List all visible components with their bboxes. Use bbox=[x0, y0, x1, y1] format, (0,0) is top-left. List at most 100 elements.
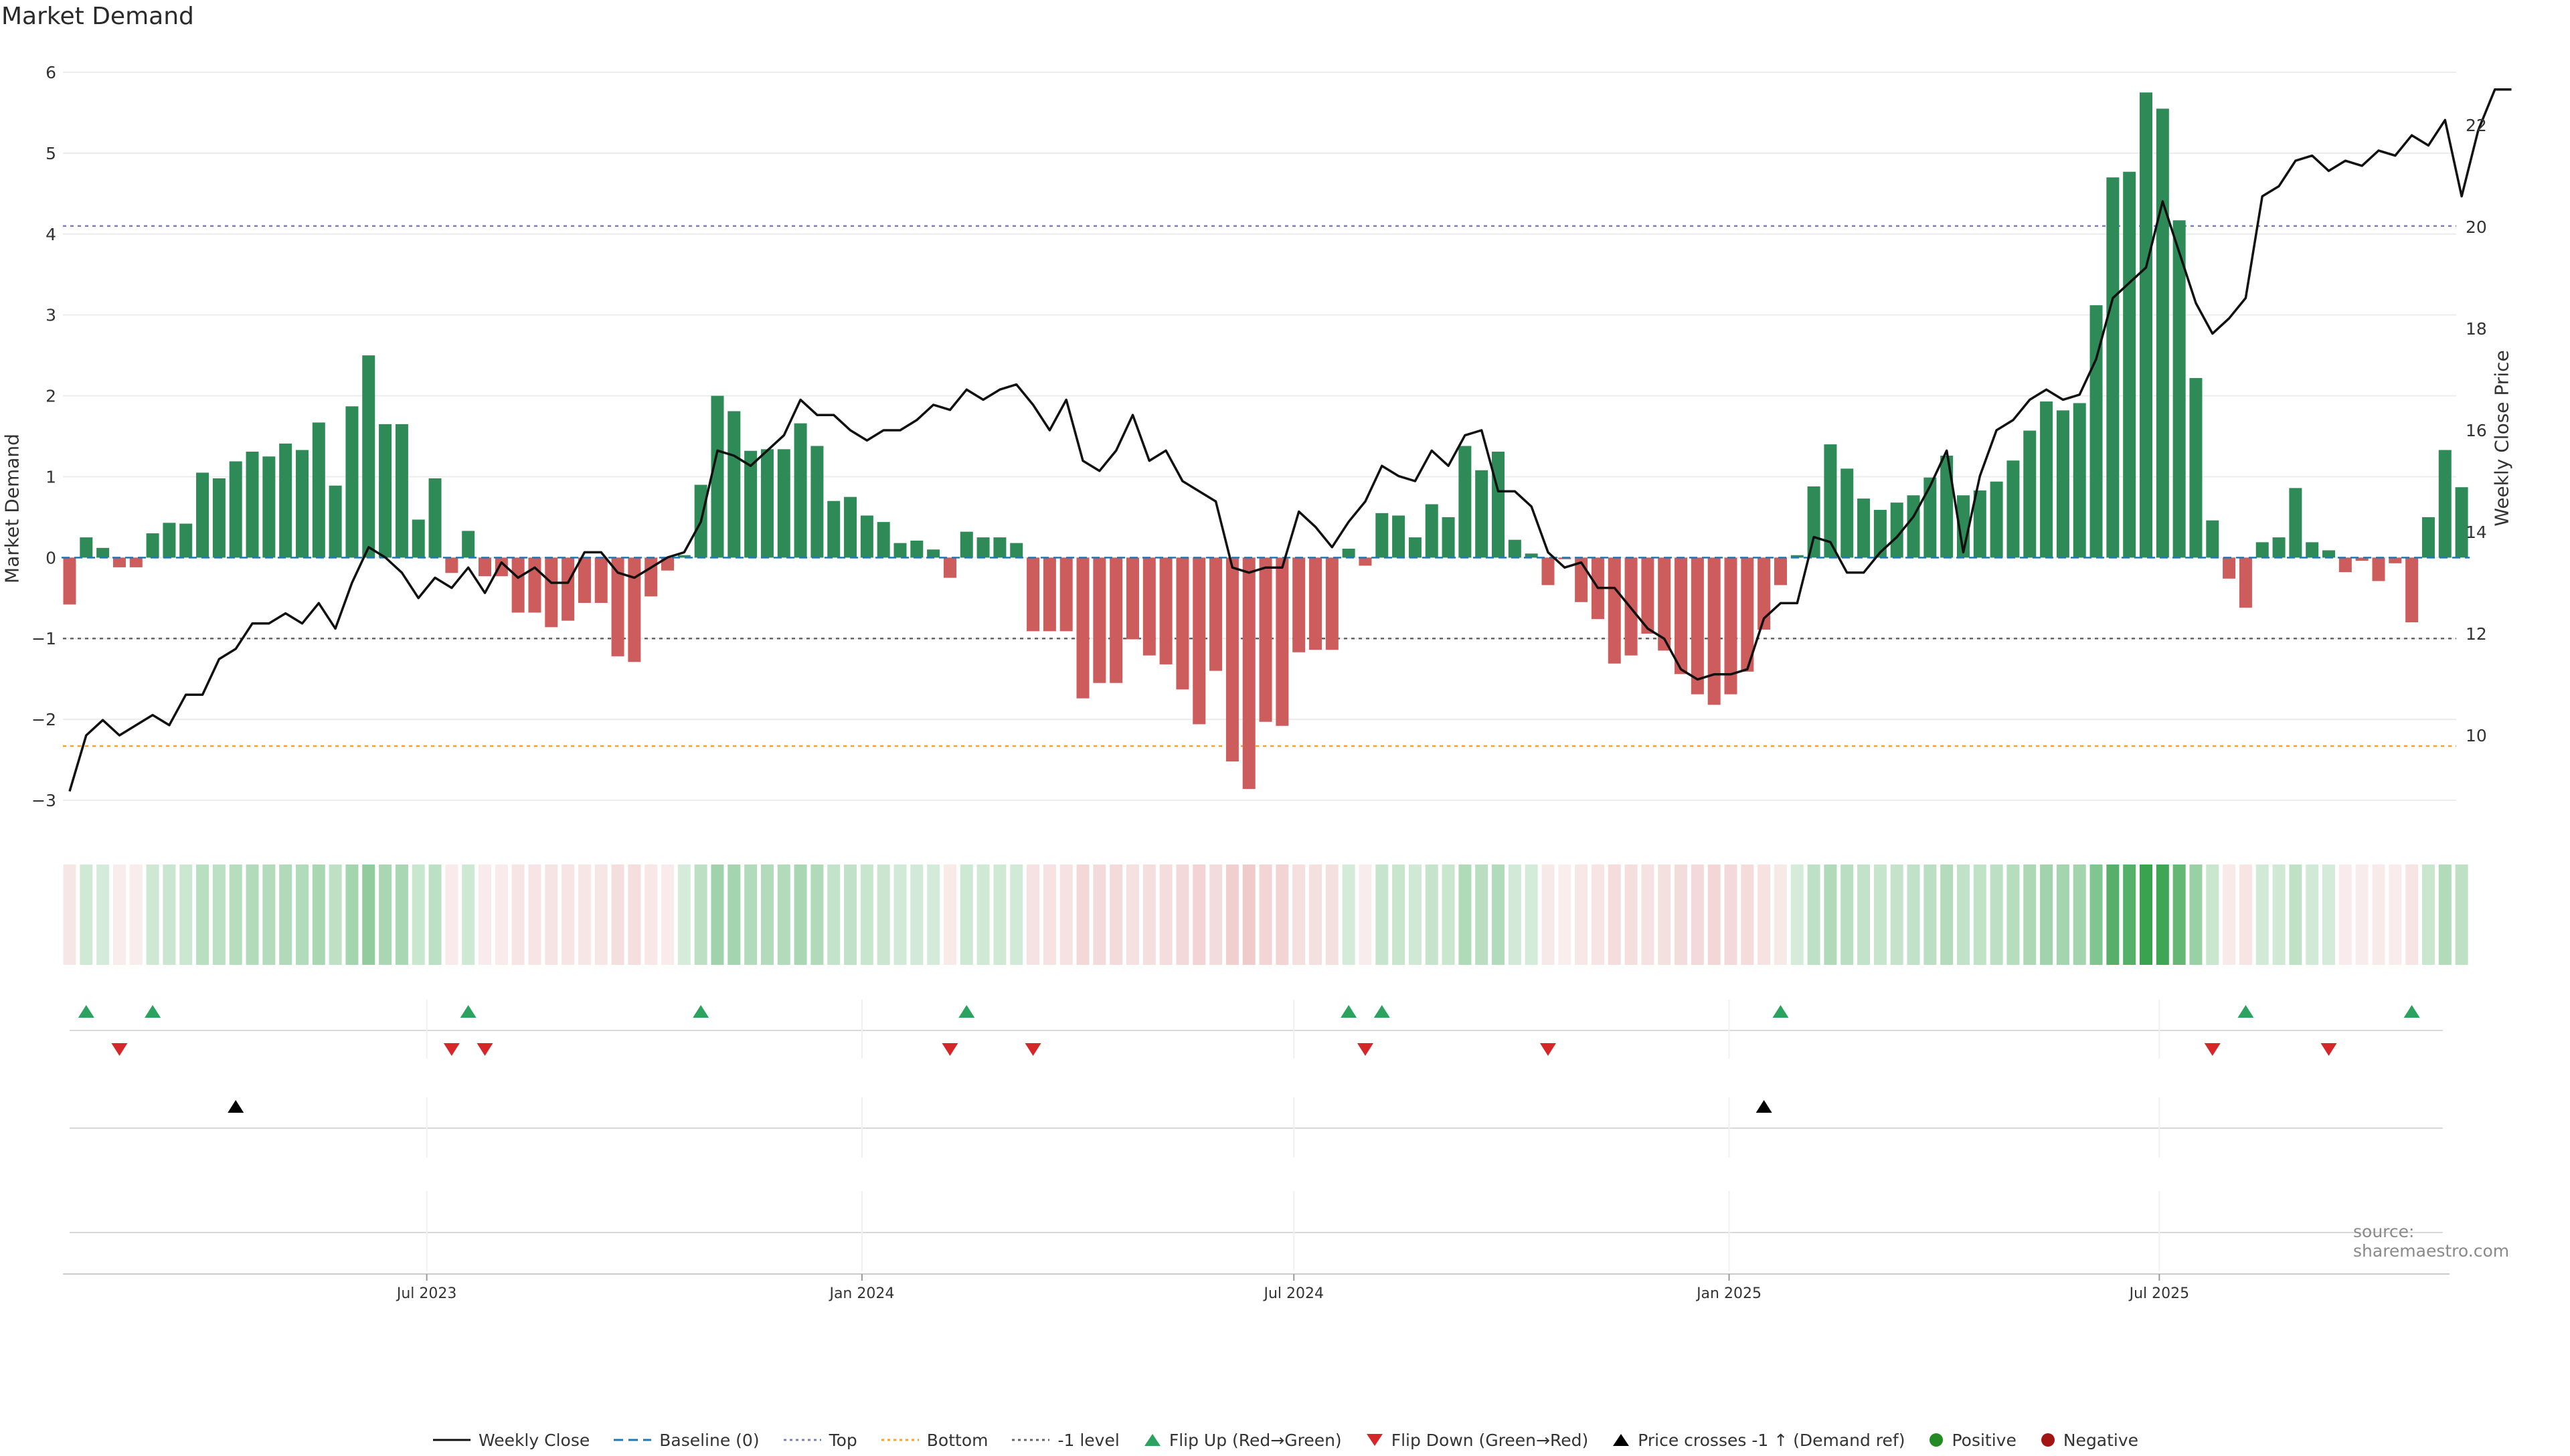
demand-bar bbox=[1807, 486, 1820, 558]
legend-negative-label: Negative bbox=[2063, 1430, 2139, 1450]
heat-cell bbox=[727, 864, 741, 965]
demand-bar bbox=[2156, 108, 2169, 558]
heat-cell bbox=[1857, 864, 1871, 965]
demand-bar bbox=[1973, 490, 1986, 558]
demand-bar bbox=[379, 424, 392, 558]
heat-cell bbox=[1691, 864, 1704, 965]
demand-bar bbox=[1225, 557, 1239, 761]
y-tick-label: 2 bbox=[46, 387, 56, 406]
heat-cell bbox=[2272, 864, 2286, 965]
demand-bar bbox=[312, 422, 325, 558]
demand-bar bbox=[1076, 557, 1090, 699]
heat-cell bbox=[2455, 864, 2468, 965]
legend-flip-down-label: Flip Down (Green→Red) bbox=[1391, 1430, 1589, 1450]
heat-cell bbox=[1907, 864, 1920, 965]
demand-bar bbox=[1342, 549, 1355, 558]
heat-cell bbox=[611, 864, 624, 965]
heat-cell bbox=[495, 864, 508, 965]
demand-bar bbox=[329, 485, 342, 558]
demand-bar bbox=[2405, 557, 2419, 623]
legend-positive-label: Positive bbox=[1952, 1430, 2017, 1450]
flip-up-marker bbox=[460, 1005, 477, 1018]
demand-bar bbox=[960, 531, 973, 558]
heat-cell bbox=[2372, 864, 2385, 965]
demand-bar bbox=[1774, 557, 1787, 585]
flip-up-marker bbox=[2237, 1005, 2254, 1018]
y2-tick-label: 16 bbox=[2466, 421, 2487, 440]
x-tick-label: Jul 2025 bbox=[2128, 1285, 2190, 1302]
demand-bar bbox=[545, 557, 558, 628]
heat-cell bbox=[2056, 864, 2069, 965]
demand-bar bbox=[395, 424, 408, 558]
demand-bar bbox=[1276, 557, 1289, 726]
heat-cell bbox=[1043, 864, 1056, 965]
x-tick-label: Jan 2025 bbox=[1695, 1285, 1762, 1302]
demand-bar bbox=[1675, 557, 1688, 674]
dot-green-icon bbox=[1930, 1433, 1944, 1447]
heat-cell bbox=[677, 864, 691, 965]
demand-bar bbox=[2172, 220, 2186, 558]
legend-price-cross: Price crosses -1 ↑ (Demand ref) bbox=[1611, 1431, 1905, 1450]
heat-cell bbox=[1990, 864, 2003, 965]
heat-cell bbox=[229, 864, 242, 965]
x-tick-label: Jul 2023 bbox=[396, 1285, 457, 1302]
demand-bar bbox=[677, 555, 691, 558]
legend-positive: Positive bbox=[1928, 1430, 2017, 1450]
legend-bottom-label: Bottom bbox=[926, 1430, 989, 1450]
heat-cell bbox=[860, 864, 873, 965]
heat-cell bbox=[2106, 864, 2120, 965]
demand-bar bbox=[993, 537, 1007, 558]
heat-cell bbox=[2140, 864, 2152, 965]
demand-bar bbox=[1691, 557, 1704, 695]
triangle-up-icon bbox=[1144, 1434, 1161, 1446]
flip-down-marker bbox=[1025, 1043, 1041, 1056]
heat-cell bbox=[295, 864, 309, 965]
demand-bar bbox=[1608, 557, 1621, 664]
demand-bar bbox=[412, 519, 425, 558]
flip-down-marker bbox=[2204, 1043, 2221, 1056]
demand-bar bbox=[2306, 542, 2319, 558]
heat-cell bbox=[1375, 864, 1389, 965]
demand-bar bbox=[1408, 537, 1422, 558]
heat-cell bbox=[2089, 864, 2103, 965]
heat-cell bbox=[511, 864, 525, 965]
demand-bar bbox=[2106, 177, 2120, 558]
demand-bar bbox=[1741, 557, 1754, 672]
heat-cell bbox=[2073, 864, 2086, 965]
demand-bar bbox=[1508, 539, 1521, 558]
demand-bar bbox=[163, 523, 176, 558]
event-markers bbox=[70, 1000, 2443, 1271]
demand-heat-strip bbox=[63, 864, 2468, 965]
heat-cell bbox=[1658, 864, 1671, 965]
heat-cell bbox=[1458, 864, 1472, 965]
flip-down-marker bbox=[477, 1043, 493, 1056]
demand-bar bbox=[63, 557, 76, 605]
demand-bar bbox=[744, 450, 758, 558]
demand-bar bbox=[628, 557, 641, 662]
y-tick-label: 1 bbox=[46, 467, 56, 486]
heat-cell bbox=[1724, 864, 1737, 965]
demand-bar bbox=[943, 557, 956, 578]
demand-bar bbox=[212, 478, 226, 558]
heat-cell bbox=[1242, 864, 1256, 965]
heat-cell bbox=[1276, 864, 1289, 965]
heat-cell bbox=[694, 864, 707, 965]
demand-bar bbox=[262, 456, 276, 558]
heat-cell bbox=[479, 864, 491, 965]
demand-bar bbox=[2239, 557, 2252, 608]
heat-cell bbox=[711, 864, 724, 965]
demand-bar bbox=[2206, 520, 2219, 558]
demand-bar bbox=[2372, 557, 2385, 581]
heat-cell bbox=[827, 864, 841, 965]
heat-cell bbox=[246, 864, 259, 965]
y2-tick-label: 20 bbox=[2466, 217, 2487, 237]
flip-down-marker bbox=[111, 1043, 128, 1056]
heat-cell bbox=[2239, 864, 2252, 965]
heat-cell bbox=[1259, 864, 1272, 965]
heat-cell bbox=[1508, 864, 1521, 965]
demand-bar bbox=[1043, 557, 1056, 632]
demand-bar bbox=[844, 496, 857, 558]
heat-cell bbox=[1890, 864, 1903, 965]
demand-bar bbox=[562, 557, 575, 621]
heat-cell bbox=[462, 864, 475, 965]
